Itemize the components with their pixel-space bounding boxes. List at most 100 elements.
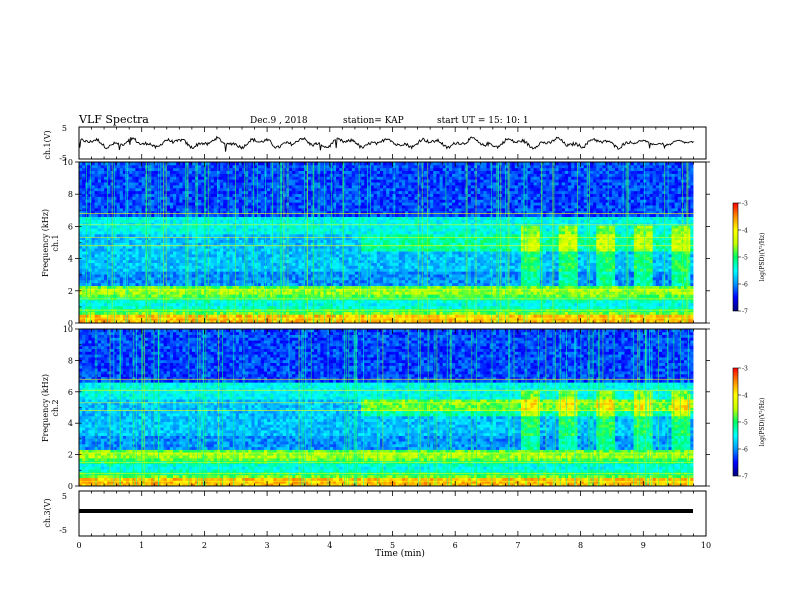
spectrogram-cell: [320, 277, 324, 281]
spectrogram-cell: [207, 210, 212, 215]
spectrogram-cell: [173, 205, 177, 209]
spectrogram-cell: [323, 259, 328, 264]
spectrogram-cell: [107, 274, 111, 278]
spectrogram-cell: [154, 262, 158, 266]
spectrogram-cell: [122, 291, 127, 295]
spectrogram-cell: [257, 205, 262, 209]
spectrogram-cell: [188, 248, 193, 252]
spectrogram-cell: [207, 193, 212, 197]
spectrogram-cell: [260, 216, 265, 220]
spectrogram-cell: [301, 196, 306, 200]
spectrogram-cell: [301, 216, 306, 220]
spectrogram-cell: [342, 288, 346, 292]
spectrogram-cell: [257, 176, 262, 180]
spectrogram-cell: [163, 164, 168, 169]
spectrogram-cell: [248, 228, 252, 232]
spectrogram-cell: [295, 179, 299, 183]
spectrogram-cell: [91, 231, 96, 235]
spectrogram-cell: [298, 285, 302, 289]
spectrogram-cell: [345, 294, 350, 298]
spectrogram-cell: [229, 164, 234, 169]
spectrogram-cell: [260, 213, 265, 218]
spectrogram-cell: [282, 274, 287, 278]
spectrogram-cell: [323, 167, 328, 172]
spectrogram-cell: [339, 320, 343, 324]
spectrogram-cell: [242, 288, 246, 292]
spectrogram-cell: [295, 254, 299, 258]
spectrogram-cell: [176, 182, 180, 186]
spectrogram-cell: [163, 294, 168, 298]
spectrogram-cell: [301, 317, 306, 321]
spectrogram-cell: [238, 300, 243, 304]
spectrogram-cell: [314, 271, 318, 275]
spectrogram-cell: [147, 193, 152, 197]
spectrogram-cell: [147, 167, 152, 172]
spectrogram-cell: [326, 239, 331, 243]
spectrogram-cell: [82, 199, 86, 203]
spectrogram-cell: [301, 294, 306, 298]
spectrogram-cell: [176, 162, 180, 166]
spectrogram-cell: [232, 300, 237, 304]
spectrogram-cell: [160, 320, 165, 324]
spectrogram-cell: [320, 216, 324, 220]
spectrogram-cell: [257, 242, 262, 246]
spectrogram-cell: [345, 285, 350, 289]
spectrogram-cell: [185, 277, 190, 281]
spectrogram-cell: [195, 277, 199, 281]
spectrogram-cell: [107, 265, 111, 269]
spectrogram-cell: [138, 271, 143, 275]
spectrogram-cell: [191, 245, 196, 249]
spectrogram-cell: [260, 288, 265, 292]
spectrogram-cell: [97, 291, 102, 295]
spectrogram-cell: [257, 219, 262, 223]
spectrogram-cell: [260, 294, 265, 298]
spectrogram-cell: [254, 219, 259, 223]
spectrogram-cell: [301, 285, 306, 289]
spectrogram-cell: [304, 242, 309, 246]
spectrogram-cell: [248, 294, 252, 298]
spectrogram-cell: [104, 300, 108, 304]
spectrogram-cell: [154, 277, 158, 281]
spectrogram-cell: [216, 291, 221, 295]
spectrogram-cell: [151, 202, 155, 206]
spectrogram-cell: [304, 271, 309, 275]
spectrogram-cell: [163, 190, 168, 195]
spectrogram-cell: [248, 202, 252, 206]
spectrogram-cell: [336, 285, 340, 289]
spectrogram-cell: [289, 196, 293, 200]
spectrogram-cell: [91, 233, 96, 238]
spectrogram-cell: [85, 164, 89, 169]
spectrogram-cell: [97, 265, 102, 269]
spectrogram-cell: [295, 262, 299, 266]
spectrogram-cell: [163, 225, 168, 229]
spectrogram-cell: [323, 182, 328, 186]
spectrogram-cell: [207, 208, 212, 212]
spectrogram-cell: [182, 274, 186, 278]
spectrogram-cell: [232, 225, 237, 229]
spectrogram-cell: [345, 199, 350, 203]
spectrogram-cell: [138, 239, 143, 243]
spectrogram-cell: [242, 202, 246, 206]
spectrogram-cell: [176, 196, 180, 200]
spectrogram-cell: [135, 271, 139, 275]
spectrogram-cell: [107, 317, 111, 321]
spectrogram-cell: [282, 176, 287, 180]
spectrogram-cell: [213, 182, 218, 186]
spectrogram-cell: [273, 262, 277, 266]
spectrogram-cell: [100, 185, 105, 189]
spectrogram-cell: [307, 254, 312, 258]
spectrogram-cell: [116, 162, 121, 166]
spectrogram-cell: [298, 305, 302, 310]
spectrogram-cell: [79, 182, 83, 186]
spectrogram-cell: [116, 179, 121, 183]
spectrogram-cell: [289, 193, 293, 197]
spectrogram-cell: [235, 231, 240, 235]
spectrogram-cell: [147, 294, 152, 298]
spectrogram-cell: [229, 285, 234, 289]
spectrogram-cell: [342, 291, 346, 295]
spectrogram-cell: [160, 208, 165, 212]
spectrogram-cell: [82, 185, 86, 189]
spectrogram-cell: [132, 282, 136, 287]
spectrogram-cell: [326, 164, 331, 169]
figure-title: VLF Spectra: [78, 113, 149, 126]
